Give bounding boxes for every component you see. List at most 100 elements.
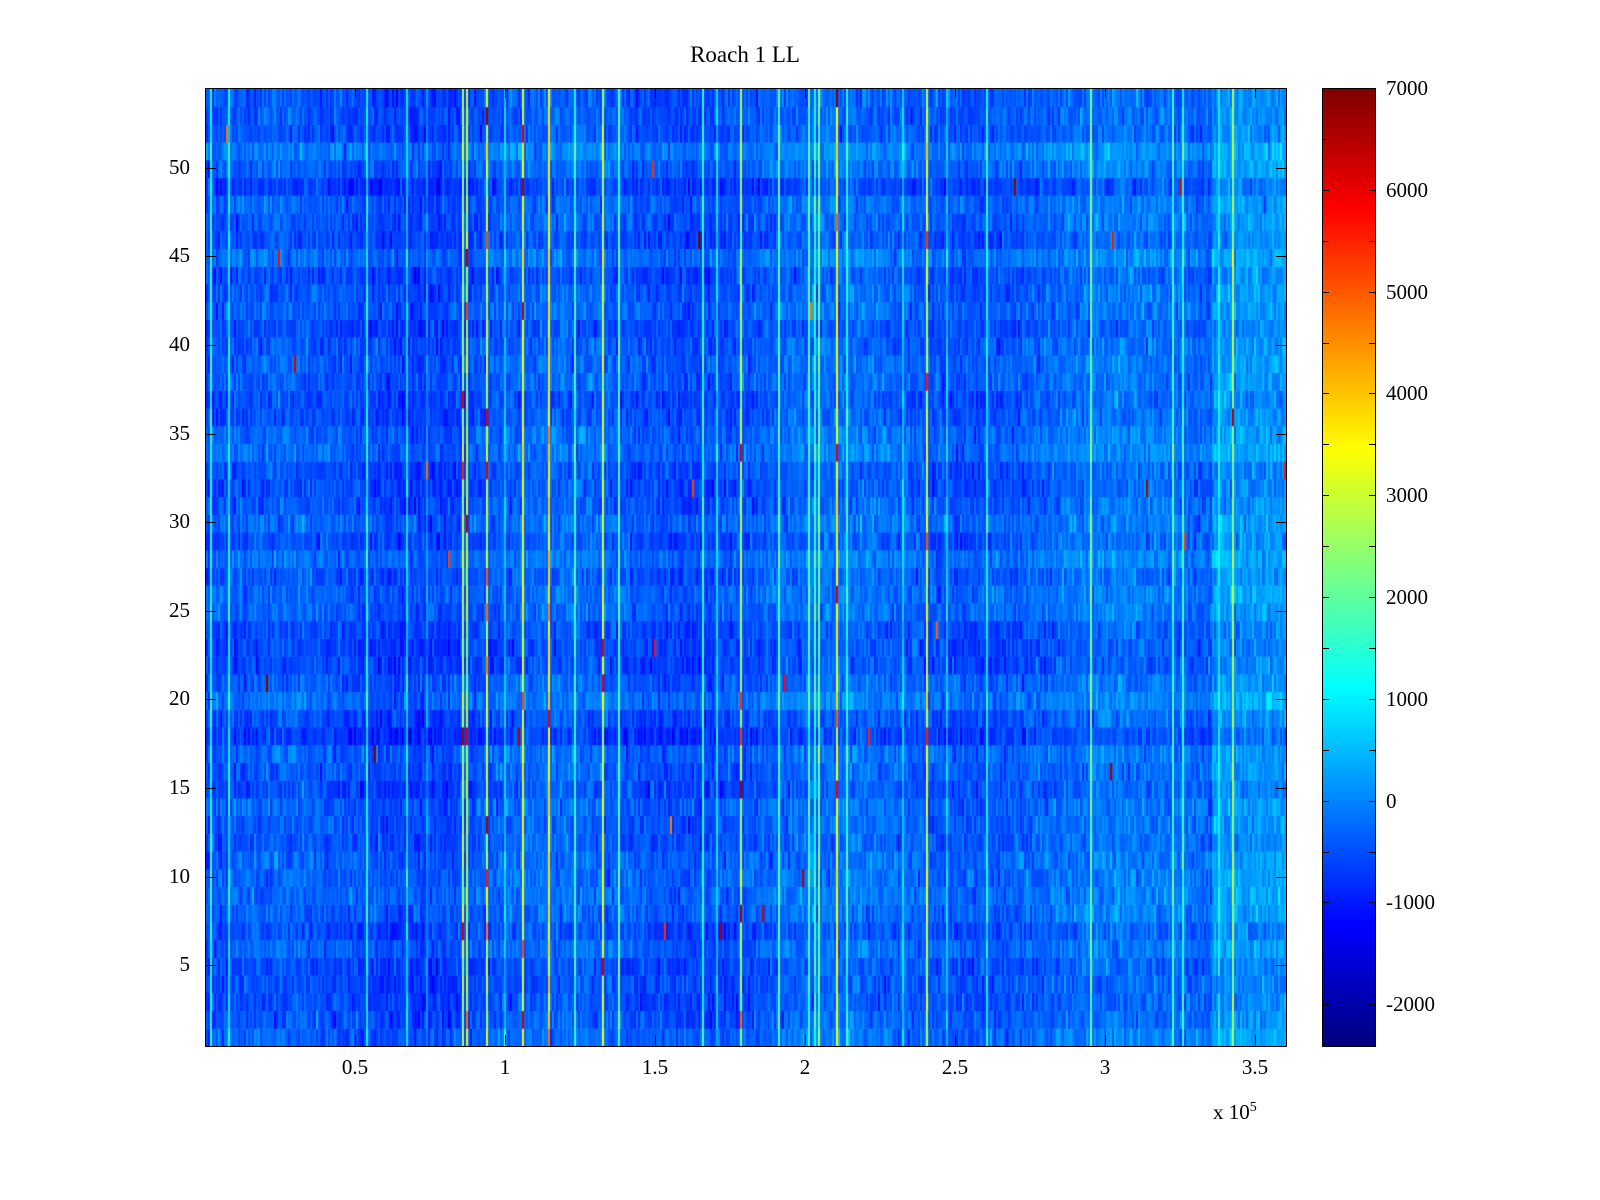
chart-title: Roach 1 LL [690,42,800,67]
colorbar-tick-mark [1369,138,1375,140]
x-offset-exponent: 5 [1249,1100,1257,1115]
colorbar [1322,88,1376,1047]
x-tick-label: 2.5 [941,1055,969,1079]
y-tick-mark [1276,167,1286,169]
x-tick-mark [805,1035,806,1045]
colorbar-tick-mark [1323,189,1329,191]
y-tick-mark [1276,965,1286,967]
y-tick-mark [1276,699,1286,701]
y-tick-mark [206,699,216,701]
colorbar-tick-mark [1323,444,1329,446]
x-tick-mark [1105,88,1106,98]
y-tick-label: 30 [169,509,190,534]
x-tick-mark [655,88,656,98]
y-tick-mark [1276,256,1286,258]
y-tick-mark [206,344,216,346]
x-tick-label: 2 [799,1055,811,1079]
y-tick-mark [1276,876,1286,878]
y-tick-mark [1276,433,1286,435]
colorbar-tick-mark [1369,189,1375,191]
colorbar-tick-mark [1369,953,1375,955]
x-tick-label: 3 [1099,1055,1111,1079]
colorbar-tick-label: 4000 [1386,381,1428,406]
y-tick-label: 20 [169,686,190,711]
colorbar-tick-mark [1323,546,1329,548]
colorbar-tick-label: 6000 [1386,177,1428,202]
x-tick-mark [955,88,956,98]
colorbar-tick-label: 7000 [1386,76,1428,100]
y-tick-label: 10 [169,863,190,888]
x-tick-mark [1255,88,1256,98]
colorbar-tick-mark [1369,393,1375,395]
y-tick-mark [206,876,216,878]
y-tick-label: 50 [169,154,190,179]
colorbar-tick-mark [1323,749,1329,751]
y-tick-mark [1276,788,1286,790]
colorbar-tick-label: 2000 [1386,585,1428,610]
y-tick-label: 5 [179,952,191,977]
y-tick-label: 40 [169,331,190,356]
y-tick-mark [1276,522,1286,524]
colorbar-tick-mark [1369,88,1375,89]
x-tick-mark [1255,1035,1256,1045]
colorbar-tick-mark [1323,393,1329,395]
colorbar-tick-mark [1323,953,1329,955]
y-tick-label: 25 [169,597,190,622]
colorbar-tick-label: -1000 [1386,890,1435,915]
colorbar-tick-mark [1369,1004,1375,1006]
x-tick-mark [655,1035,656,1045]
colorbar-tick-label: 3000 [1386,483,1428,508]
x-tick-label: 1 [499,1055,511,1079]
colorbar-tick-mark [1369,546,1375,548]
colorbar-canvas [1323,89,1375,1046]
y-tick-label: 45 [169,243,190,268]
colorbar-tick-mark [1369,342,1375,344]
y-tick-mark [1276,610,1286,612]
colorbar-tick-mark [1369,749,1375,751]
colorbar-tick-mark [1369,597,1375,599]
y-tick-mark [206,167,216,169]
colorbar-tick-mark [1323,291,1329,293]
colorbar-tick-mark [1323,800,1329,802]
y-tick-label: 35 [169,420,190,445]
x-tick-mark [1105,1035,1106,1045]
colorbar-tick-mark [1323,495,1329,497]
y-tick-label: 15 [169,775,190,800]
x-tick-mark [355,88,356,98]
colorbar-tick-mark [1323,138,1329,140]
x-tick-mark [505,1035,506,1045]
colorbar-tick-mark [1323,597,1329,599]
colorbar-tick-mark [1369,291,1375,293]
y-tick-mark [206,522,216,524]
colorbar-tick-label: 1000 [1386,686,1428,711]
colorbar-tick-mark [1369,851,1375,853]
x-tick-mark [355,1035,356,1045]
x-tick-mark [805,88,806,98]
colorbar-tick-mark [1369,902,1375,904]
x-tick-label: 3.5 [1241,1055,1269,1079]
colorbar-tick-mark [1323,342,1329,344]
x-tick-mark [955,1035,956,1045]
colorbar-tick-mark [1323,240,1329,242]
colorbar-tick-mark [1323,647,1329,649]
colorbar-tick-mark [1323,1004,1329,1006]
heatmap-canvas [206,89,1286,1046]
colorbar-tick-mark [1323,88,1329,89]
colorbar-tick-mark [1323,698,1329,700]
colorbar-tick-mark [1323,851,1329,853]
colorbar-tick-mark [1369,698,1375,700]
colorbar-tick-mark [1369,647,1375,649]
x-tick-label: 0.5 [341,1055,369,1079]
colorbar-tick-label: 5000 [1386,279,1428,304]
colorbar-tick-mark [1369,495,1375,497]
colorbar-tick-mark [1369,800,1375,802]
x-axis-offset-label: x 105 [1213,1100,1257,1125]
y-tick-mark [206,610,216,612]
colorbar-tick-mark [1369,240,1375,242]
y-tick-mark [206,433,216,435]
x-tick-label: 1.5 [641,1055,669,1079]
y-tick-mark [206,256,216,258]
y-tick-mark [1276,344,1286,346]
x-tick-mark [505,88,506,98]
